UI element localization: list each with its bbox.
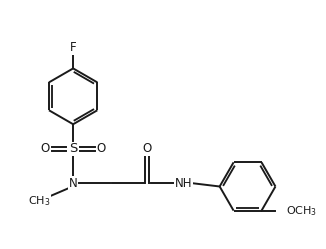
Text: O: O xyxy=(142,142,151,155)
Text: S: S xyxy=(69,142,77,155)
Text: CH$_3$: CH$_3$ xyxy=(28,194,51,208)
Text: N: N xyxy=(69,177,78,190)
Text: O: O xyxy=(41,142,50,155)
Text: NH: NH xyxy=(174,177,192,190)
Text: O: O xyxy=(96,142,106,155)
Text: F: F xyxy=(70,41,77,54)
Text: OCH$_3$: OCH$_3$ xyxy=(286,204,318,218)
